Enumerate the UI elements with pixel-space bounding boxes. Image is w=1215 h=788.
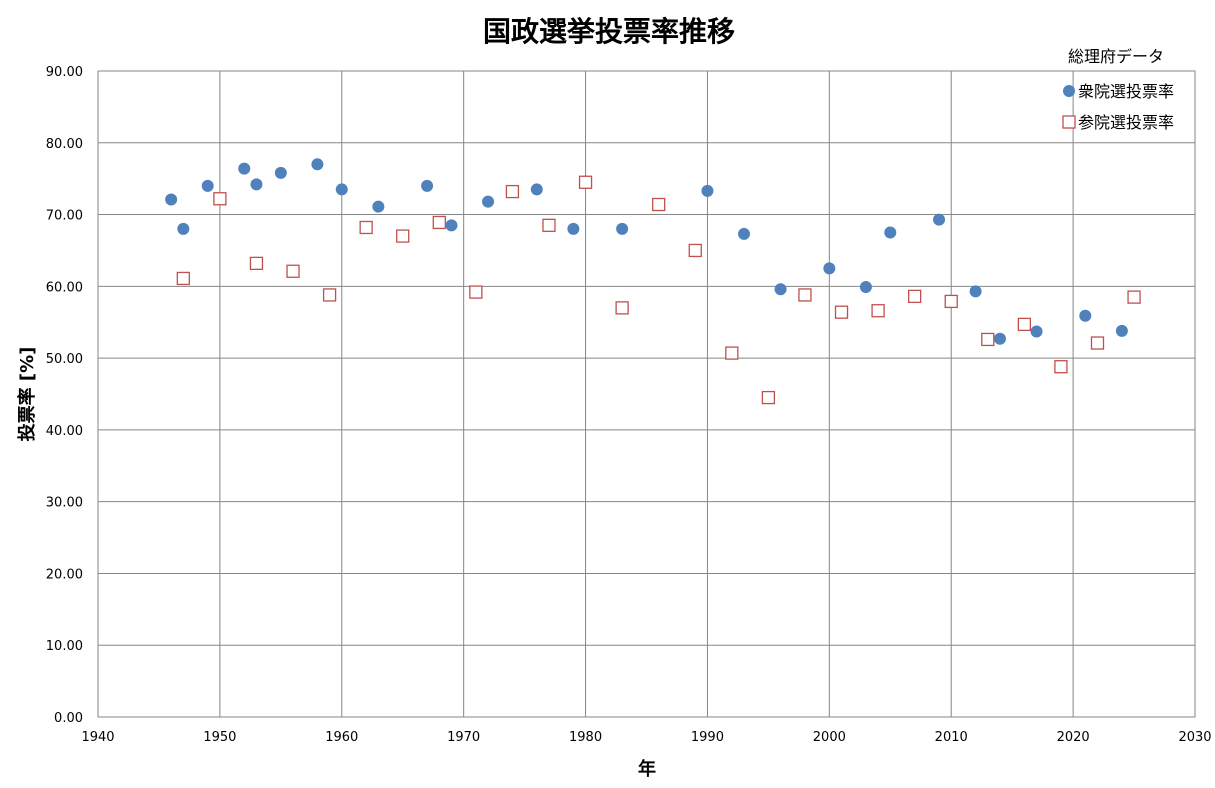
sanin-data-point xyxy=(615,301,629,315)
y-tick-label: 10.00 xyxy=(46,639,83,654)
x-tick-label: 2000 xyxy=(813,730,846,745)
shuin-data-point xyxy=(201,179,214,192)
sanin-data-point xyxy=(1054,360,1068,374)
shuin-data-point xyxy=(1030,325,1043,338)
shuin-data-point xyxy=(482,195,495,208)
y-tick-label: 50.00 xyxy=(46,352,83,367)
shuin-data-point xyxy=(177,222,190,235)
x-tick-label: 1950 xyxy=(203,730,236,745)
plot-area-frame xyxy=(97,70,1196,718)
shuin-data-point xyxy=(859,281,872,294)
y-tick-label: 60.00 xyxy=(46,280,83,295)
y-tick-label: 30.00 xyxy=(46,496,83,511)
axis-ticks: 1940 1950 1960 1970 1980 1990 2000 2010 2020 2030… xyxy=(46,65,1212,745)
shuin-data-point xyxy=(311,158,324,171)
x-tick-label: 2020 xyxy=(1057,730,1090,745)
x-tick-label: 1980 xyxy=(569,730,602,745)
sanin-data-point xyxy=(908,289,922,304)
sanin-data-point xyxy=(798,288,812,302)
sanin-data-point xyxy=(213,192,227,206)
chart-title: 国政選挙投票率推移 xyxy=(483,15,735,48)
legend-label-shuin: 衆院選投票率 xyxy=(1078,82,1174,101)
sanin-data-point xyxy=(834,305,849,319)
shuin-data-point xyxy=(1115,324,1128,337)
sanin-data-point xyxy=(578,175,593,189)
x-tick-label: 1970 xyxy=(447,730,480,745)
sanin-data-point xyxy=(176,271,190,286)
shuin-data-point xyxy=(969,285,982,298)
x-axis-label: 年 xyxy=(638,758,656,780)
sanin-data-point xyxy=(688,243,702,258)
sanin-data-point xyxy=(725,346,739,360)
y-tick-label: 20.00 xyxy=(46,567,83,582)
y-axis-label: 投票率 [%] xyxy=(16,347,38,442)
source-note: 総理府データ xyxy=(1068,47,1164,66)
sanin-data-point xyxy=(981,332,995,347)
sanin-data-point xyxy=(286,264,300,278)
shuin-data-point xyxy=(738,227,751,240)
legend-marker-sanin xyxy=(1062,115,1076,129)
sanin-data-point xyxy=(432,215,446,230)
sanin-data-point xyxy=(1127,290,1141,304)
grid-lines xyxy=(98,71,1195,717)
y-tick-label: 40.00 xyxy=(46,424,83,439)
shuin-data-point xyxy=(335,183,348,196)
sanin-data-point xyxy=(944,294,958,309)
x-tick-label: 1940 xyxy=(81,730,114,745)
sanin-data-point xyxy=(249,256,264,271)
x-tick-label: 2030 xyxy=(1178,730,1211,745)
y-tick-label: 0.00 xyxy=(54,711,83,726)
shuin-data-point xyxy=(530,183,543,196)
sanin-data-point xyxy=(322,288,337,302)
sanin-data-point xyxy=(359,220,373,235)
shuin-data-point xyxy=(274,166,287,179)
y-tick-label: 80.00 xyxy=(46,137,83,152)
sanin-data-point xyxy=(505,184,520,199)
shuin-data-point xyxy=(884,226,897,239)
sanin-data-point xyxy=(542,218,556,232)
x-tick-label: 2010 xyxy=(935,730,968,745)
sanin-data-point xyxy=(1090,336,1105,350)
shuin-data-point xyxy=(421,179,434,192)
x-tick-label: 1960 xyxy=(325,730,358,745)
shuin-data-point xyxy=(567,222,580,235)
shuin-data-point xyxy=(238,162,251,175)
legend-label-sanin: 参院選投票率 xyxy=(1078,113,1174,132)
shuin-data-point xyxy=(701,184,714,197)
sanin-data-point xyxy=(761,390,776,405)
shuin-data-point xyxy=(823,262,836,275)
shuin-data-point xyxy=(165,193,178,206)
y-tick-label: 70.00 xyxy=(46,209,83,224)
sanin-data-point xyxy=(652,197,666,212)
shuin-data-point xyxy=(445,219,458,232)
sanin-data-point xyxy=(1017,317,1032,332)
sanin-data-point xyxy=(871,304,885,318)
shuin-data-point xyxy=(372,200,385,213)
shuin-data-point xyxy=(250,178,263,191)
legend-marker-shuin xyxy=(1063,85,1075,97)
shuin-data-point xyxy=(774,283,787,296)
shuin-data-point xyxy=(933,213,946,226)
data-points xyxy=(165,158,1141,405)
shuin-data-point xyxy=(616,222,629,235)
x-tick-label: 1990 xyxy=(691,730,724,745)
shuin-data-point xyxy=(993,332,1006,345)
sanin-data-point xyxy=(469,285,483,299)
sanin-data-point xyxy=(396,229,410,243)
shuin-data-point xyxy=(1079,309,1092,322)
y-tick-label: 90.00 xyxy=(46,65,83,80)
